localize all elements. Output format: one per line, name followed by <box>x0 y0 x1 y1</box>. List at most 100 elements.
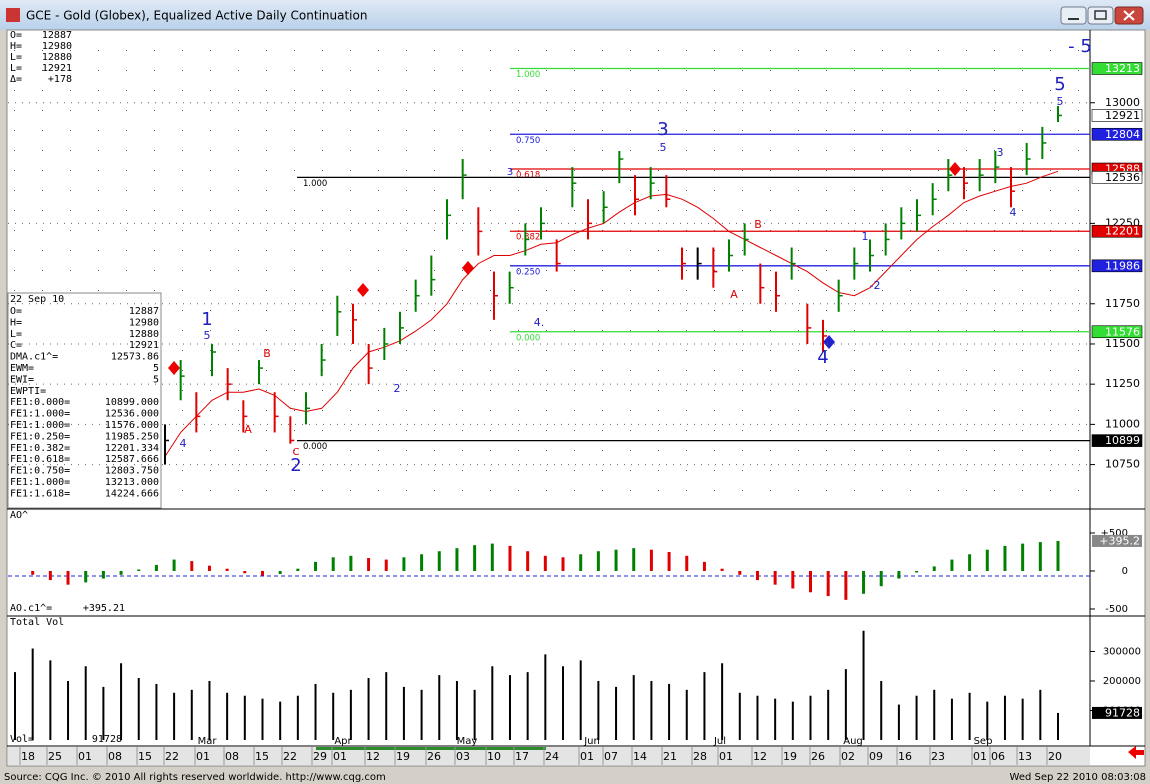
wave-label: 5 <box>204 329 211 342</box>
y-tick-label: 11250 <box>1105 377 1140 390</box>
data-value: 12201.334 <box>105 443 159 454</box>
date-label: 17 <box>515 750 529 763</box>
date-label: 08 <box>225 750 239 763</box>
price-level-box <box>1091 171 1143 184</box>
data-value: 11576.000 <box>105 420 159 431</box>
date-label: 01 <box>78 750 92 763</box>
fib-ratio: 0.750 <box>516 136 540 146</box>
data-label: FE1:0.382= <box>10 443 70 454</box>
wave-label: A <box>730 288 738 301</box>
scroll-arrow[interactable] <box>1128 746 1144 759</box>
price-level-label: 12201 <box>1105 225 1140 238</box>
wave-label: 3 <box>507 167 513 178</box>
y-tick-label: 0 <box>1122 566 1128 577</box>
data-value: 12887 <box>129 306 159 317</box>
panel-title: AO^ <box>10 510 28 521</box>
panel-field: AO.c1^= <box>10 603 52 614</box>
date-label: 02 <box>841 750 855 763</box>
wave-label: C <box>293 447 300 458</box>
wave-label: 5 <box>1054 74 1065 95</box>
data-value: 12573.86 <box>111 352 159 363</box>
maximize-button[interactable] <box>1087 6 1114 25</box>
data-value: 12536.000 <box>105 409 159 420</box>
data-value: 5 <box>153 363 159 374</box>
price-level-box <box>1091 127 1143 141</box>
data-label: FE1:0.618= <box>10 454 70 465</box>
data-window <box>7 292 162 509</box>
quote-value: 12887 <box>42 30 72 41</box>
quote-label: O= <box>10 30 22 41</box>
data-value: 12921 <box>129 340 159 351</box>
wave-label: 4 <box>180 437 187 450</box>
date-label: 29 <box>313 750 327 763</box>
date-label: 24 <box>545 750 559 763</box>
price-level-label: 12921 <box>1105 109 1140 122</box>
footer-timestamp: Wed Sep 22 2010 08:03:08 <box>1010 772 1146 783</box>
wave-label: B <box>263 347 271 360</box>
wave-label: 2 <box>394 382 401 395</box>
fib-ratio: 0.250 <box>516 267 540 277</box>
price-level-box <box>1091 224 1143 238</box>
panel-title: Total Vol <box>10 617 64 628</box>
window-buttons[interactable] <box>1060 6 1144 25</box>
y-tick-label: 10750 <box>1105 458 1140 471</box>
date-label: 26 <box>427 750 441 763</box>
quote-value: 12880 <box>42 52 72 63</box>
month-label: Aug <box>843 736 863 747</box>
y-tick-label: +500 <box>1101 528 1128 539</box>
quote-label: L= <box>10 63 22 74</box>
wave-label: 2 <box>290 455 301 476</box>
y-tick-label: 11500 <box>1105 337 1140 350</box>
data-value: 10899.000 <box>105 397 159 408</box>
date-axis <box>8 747 1090 765</box>
fib-ratio: 0.000 <box>303 442 327 452</box>
minimize-button[interactable] <box>1060 6 1087 25</box>
price-level-box <box>1091 109 1143 122</box>
data-value: 13213.000 <box>105 477 159 488</box>
data-label: EWI= <box>10 374 34 385</box>
month-label: Jul <box>713 736 726 747</box>
date-label: 28 <box>693 750 707 763</box>
price-grid-dots <box>8 31 1090 508</box>
month-label: May <box>457 736 478 747</box>
y-tick-label: 200000 <box>1103 676 1141 687</box>
price-level-label: 12804 <box>1105 128 1140 141</box>
data-label: FE1:1.000= <box>10 409 70 420</box>
date-label: 26 <box>811 750 825 763</box>
data-value: 12880 <box>129 329 159 340</box>
wave-label: 1 <box>862 230 869 243</box>
wave-label: 5 <box>1057 95 1064 108</box>
title-bar <box>0 0 1150 30</box>
data-label: FE1:0.000= <box>10 397 70 408</box>
price-level-label: 10899 <box>1105 434 1140 447</box>
date-label: 25 <box>48 750 62 763</box>
wave-label: B <box>754 218 762 231</box>
y-tick-label: -500 <box>1105 604 1128 615</box>
price-level-box <box>1091 62 1143 75</box>
moving-average <box>164 170 1059 457</box>
current-value-box <box>1092 534 1142 547</box>
wave-label: 4 <box>817 347 828 368</box>
date-label: 10 <box>487 750 501 763</box>
date-label: 13 <box>1018 750 1032 763</box>
date-label: 06 <box>991 750 1005 763</box>
quote-label: L= <box>10 52 22 63</box>
wave-label: -2 <box>870 279 881 292</box>
quote-value: 12980 <box>42 41 72 52</box>
price-level-box <box>1091 325 1143 339</box>
buy-signal <box>823 335 835 349</box>
month-label: Apr <box>334 736 352 747</box>
date-label: 15 <box>138 750 152 763</box>
date-label: 19 <box>396 750 410 763</box>
data-value: 12587.666 <box>105 454 159 465</box>
quote-value: 12921 <box>42 63 72 74</box>
data-value: 11985.250 <box>105 431 159 442</box>
date-label: 01 <box>196 750 210 763</box>
price-level-label: 13213 <box>1105 62 1140 75</box>
fib-ratio: 1.000 <box>516 70 540 80</box>
data-label: C= <box>10 340 22 351</box>
date-label: 14 <box>633 750 647 763</box>
panel-field: Vol= <box>10 734 34 745</box>
data-label: FE1:0.250= <box>10 431 70 442</box>
signal-markers <box>168 162 961 375</box>
